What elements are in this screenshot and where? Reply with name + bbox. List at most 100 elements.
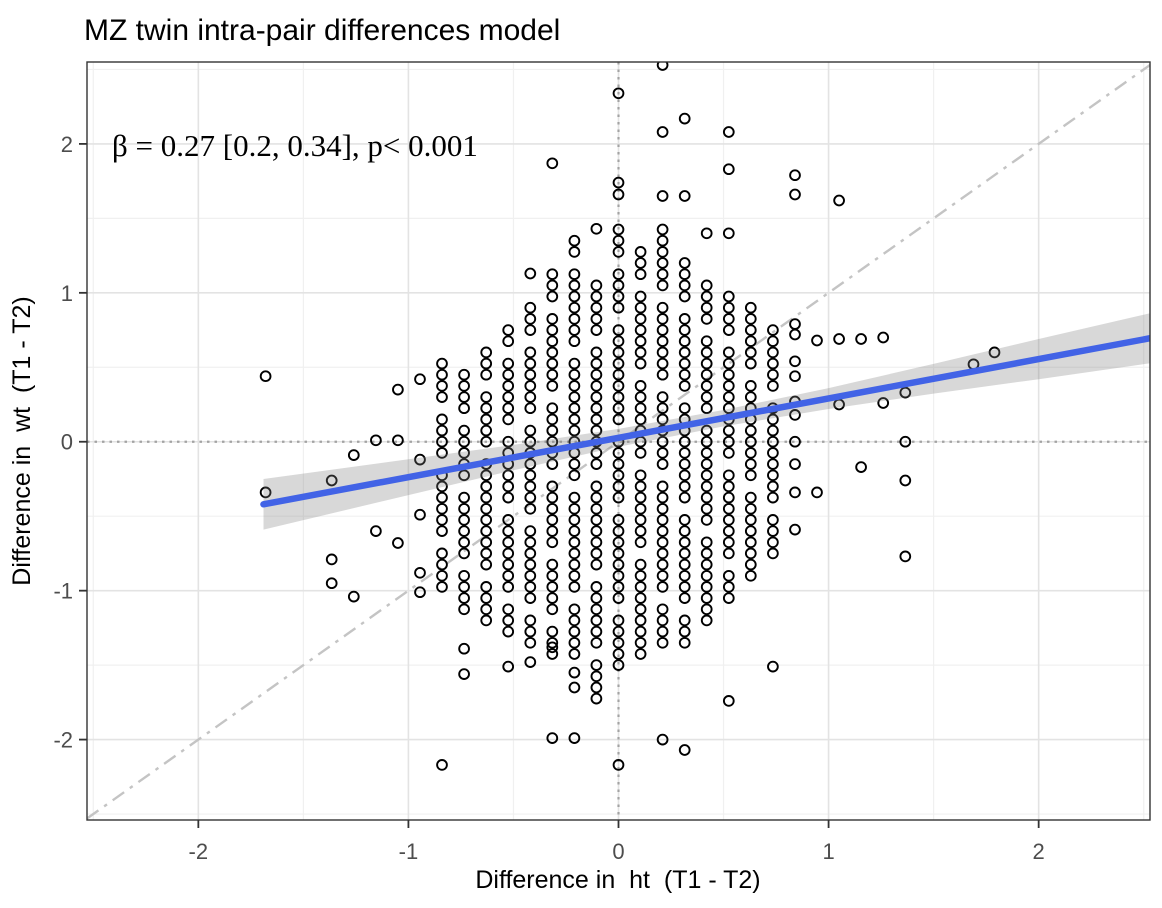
data-point xyxy=(722,480,735,493)
data-point xyxy=(744,547,757,560)
data-point xyxy=(700,491,713,504)
data-point xyxy=(546,641,559,654)
data-point xyxy=(546,592,559,604)
data-point xyxy=(590,581,603,593)
data-point xyxy=(568,547,581,560)
data-point xyxy=(634,402,647,415)
data-point xyxy=(767,413,779,426)
data-point xyxy=(612,223,625,236)
data-point xyxy=(590,458,603,470)
data-point xyxy=(656,614,669,627)
regression-layer xyxy=(260,313,1150,530)
data-point xyxy=(656,335,669,348)
data-point xyxy=(524,458,537,470)
data-point xyxy=(546,502,559,515)
data-point xyxy=(612,614,625,627)
data-point xyxy=(678,744,691,756)
data-point xyxy=(744,469,757,482)
data-point xyxy=(634,558,647,571)
data-point xyxy=(436,547,448,560)
data-point xyxy=(722,357,735,370)
data-point xyxy=(480,368,493,381)
data-point xyxy=(590,625,603,638)
data-point xyxy=(590,491,603,504)
data-point xyxy=(546,324,559,336)
data-point xyxy=(789,370,801,383)
data-point xyxy=(722,491,735,504)
data-point xyxy=(392,434,404,447)
data-point xyxy=(899,474,912,487)
data-point xyxy=(568,569,581,582)
data-point xyxy=(524,357,537,370)
data-point xyxy=(722,391,735,403)
data-point xyxy=(789,355,801,368)
data-point xyxy=(789,188,801,201)
data-point xyxy=(678,313,691,325)
data-point xyxy=(436,581,448,593)
data-point xyxy=(590,614,603,627)
data-point xyxy=(458,668,470,680)
data-point xyxy=(568,368,581,381)
data-point xyxy=(502,435,515,448)
data-point xyxy=(634,447,647,459)
data-point xyxy=(789,458,801,470)
data-point xyxy=(546,335,559,348)
data-point xyxy=(524,469,537,482)
data-point xyxy=(722,380,735,392)
data-point xyxy=(700,603,713,616)
data-point xyxy=(546,357,559,370)
data-point xyxy=(568,458,581,470)
data-point xyxy=(634,346,647,359)
data-point xyxy=(436,759,448,771)
data-point xyxy=(612,335,625,348)
data-point xyxy=(722,290,735,303)
data-point xyxy=(524,636,537,649)
data-point xyxy=(612,581,625,593)
data-point xyxy=(524,536,537,549)
data-point xyxy=(502,547,515,560)
data-point xyxy=(480,357,493,370)
data-point xyxy=(767,660,779,673)
data-point xyxy=(502,603,515,616)
data-point xyxy=(568,666,581,679)
data-point xyxy=(392,537,404,549)
data-point xyxy=(722,525,735,537)
data-point xyxy=(612,558,625,571)
data-point xyxy=(744,491,757,504)
data-point xyxy=(546,603,559,616)
data-point xyxy=(480,603,493,616)
data-point xyxy=(767,380,779,392)
data-point xyxy=(656,581,669,593)
y-tick-label: -1 xyxy=(53,579,73,604)
data-point xyxy=(656,313,669,325)
y-tick-label: 1 xyxy=(61,281,73,306)
data-point xyxy=(656,558,669,571)
data-point xyxy=(678,558,691,571)
data-point xyxy=(568,614,581,627)
data-point xyxy=(833,194,845,207)
data-point xyxy=(634,380,647,392)
data-point xyxy=(524,581,537,593)
data-point xyxy=(767,324,779,336)
data-point xyxy=(899,435,912,448)
data-point xyxy=(634,313,647,325)
data-point xyxy=(546,435,559,448)
data-point xyxy=(502,480,515,493)
data-point xyxy=(612,346,625,359)
data-point xyxy=(678,357,691,370)
data-point xyxy=(656,547,669,560)
data-point xyxy=(568,536,581,549)
data-point xyxy=(744,536,757,549)
data-point xyxy=(590,447,603,459)
data-point xyxy=(700,502,713,515)
data-point xyxy=(789,435,801,448)
data-point xyxy=(855,461,867,473)
data-point xyxy=(590,525,603,537)
data-point xyxy=(259,486,272,499)
data-point xyxy=(458,581,470,593)
data-point xyxy=(568,413,581,426)
data-point xyxy=(502,569,515,582)
identity-line xyxy=(87,63,1150,820)
data-point xyxy=(436,435,448,448)
